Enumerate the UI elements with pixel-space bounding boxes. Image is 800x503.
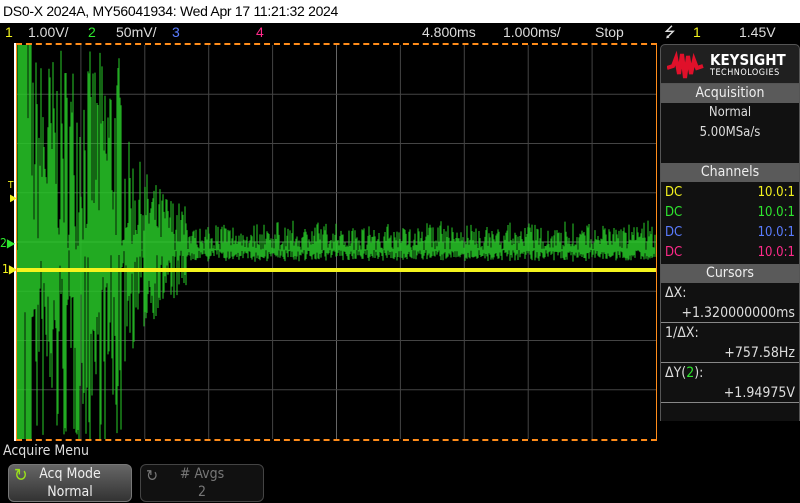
info-panel: KEYSIGHT TECHNOLOGIES Acquisition Normal… [660,44,800,441]
rotate-knob-icon: ↻ [14,465,28,486]
probe-ratio: 10.0:1 [757,245,795,260]
window-title: DS0-X 2024A, MY56041934: Wed Apr 17 11:2… [0,0,800,23]
ch4-number[interactable]: 4 [256,24,264,40]
ch2-marker-label: 2 [0,236,7,250]
menu-title: Acquire Menu [3,443,89,459]
ch3-number[interactable]: 3 [172,24,180,40]
ch2-ground-marker[interactable]: 2▶ [0,236,16,250]
dy-post: ): [694,365,704,381]
delta-x-value: +1.320000000ms [661,303,799,323]
inverse-delta-x-value: +757.58Hz [661,343,799,363]
delta-y-label: ΔY(2): [661,363,799,383]
ch1-ground-marker[interactable]: 1▶ [2,262,18,276]
channel-row: DC 10.0:1 [661,243,799,263]
trigger-time-marker: T [8,180,14,191]
waveform-display [17,45,656,439]
brand-sub: TECHNOLOGIES [710,68,780,78]
ch1-number[interactable]: 1 [5,24,13,40]
channel-row: DC 10.0:1 [661,183,799,203]
acquisition-header[interactable]: Acquisition [660,84,800,103]
coupling: DC [665,185,683,200]
dy-pre: ΔY( [665,365,687,381]
rotate-knob-icon: ↻ [146,466,159,485]
avgs-softkey[interactable]: ↻ # Avgs 2 [140,464,264,502]
probe-ratio: 10.0:1 [757,205,795,220]
ch2-scale[interactable]: 50mV/ [116,24,157,40]
brand-name: KEYSIGHT [710,51,786,69]
run-state: Stop [595,24,624,40]
channel-row: DC 10.0:1 [661,223,799,243]
delta-x-label: ΔX: [665,285,687,301]
acq-mode-value: Normal [708,105,752,120]
coupling: DC [665,225,683,240]
softkey-value: Normal [47,484,93,500]
timebase[interactable]: 1.000ms/ [503,24,561,40]
keysight-wave-logo-icon [667,50,704,79]
coupling: DC [665,245,683,260]
horizontal-delay[interactable]: 4.800ms [422,24,476,40]
left-edge [14,43,16,441]
probe-ratio: 10.0:1 [757,185,795,200]
keysight-logo: KEYSIGHT TECHNOLOGIES [660,44,800,84]
cursors-header[interactable]: Cursors [660,264,800,283]
ch2-trace [17,45,656,439]
trigger-level-marker[interactable]: ▶ [10,193,17,204]
softkey-value: 2 [197,484,206,500]
probe-ratio: 10.0:1 [757,225,795,240]
channel-row: DC 10.0:1 [661,203,799,223]
ch1-marker-label: 1 [2,262,9,276]
softkey-label: # Avgs [179,466,225,482]
trigger-source[interactable]: 1 [693,24,701,40]
inverse-delta-x-label: 1/ΔX: [665,325,699,341]
channels-header[interactable]: Channels [660,163,800,182]
softkey-label: Acq Mode [39,466,101,482]
status-bar: 1 1.00V/ 2 50mV/ 3 4 4.800ms 1.000ms/ St… [0,23,800,42]
acq-mode-softkey[interactable]: ↻ Acq Mode Normal [8,464,132,502]
coupling: DC [665,205,683,220]
trigger-level[interactable]: 1.45V [739,24,776,40]
waveform-graticule[interactable] [16,43,657,441]
delta-y-value: +1.94975V [661,383,799,403]
rising-edge-icon: ⭍ [664,24,676,40]
sample-rate: 5.00MSa/s [699,125,761,140]
ch2-number[interactable]: 2 [88,24,96,40]
ch1-scale[interactable]: 1.00V/ [28,24,69,40]
dy-channel: 2 [686,365,695,381]
